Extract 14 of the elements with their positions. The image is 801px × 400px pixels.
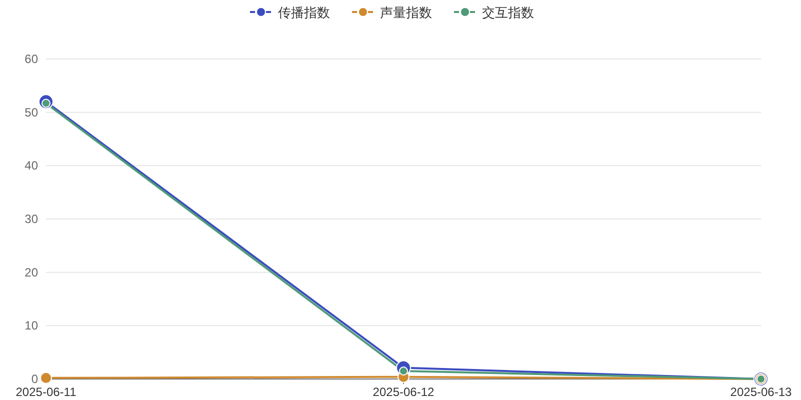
legend-label: 交互指数 — [482, 5, 534, 20]
y-tick-label: 40 — [24, 158, 38, 173]
x-tick-label: 2025-06-13 — [730, 385, 792, 399]
y-tick-label: 20 — [24, 265, 38, 280]
x-tick-label: 2025-06-11 — [16, 385, 77, 399]
legend-label: 传播指数 — [278, 5, 330, 20]
legend-label: 声量指数 — [380, 5, 432, 20]
y-tick-label: 0 — [31, 372, 38, 386]
y-tick-label: 60 — [24, 52, 38, 66]
point — [40, 372, 52, 384]
y-tick-label: 30 — [24, 212, 38, 226]
x-tick-label: 2025-06-12 — [372, 385, 435, 399]
y-tick-label: 10 — [24, 318, 38, 333]
y-tick-label: 50 — [24, 105, 38, 120]
